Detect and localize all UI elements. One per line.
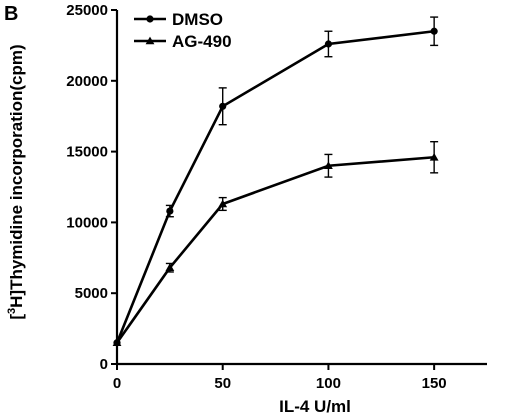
y-axis-title: [3H]Thymidine incorporation(cpm) (6, 44, 26, 319)
x-tick-label: 50 (214, 375, 231, 392)
series-ag-490 (112, 140, 439, 347)
data-point (219, 102, 227, 110)
data-point (324, 40, 333, 48)
legend-marker (146, 15, 154, 23)
legend-marker (145, 36, 155, 45)
legend-label: AG-490 (172, 32, 232, 51)
data-point (218, 199, 228, 208)
data-point (165, 263, 175, 272)
series-line (115, 155, 435, 344)
axes: 0 5000 10000 15000 20000 25000 0 50 100 150 (66, 2, 487, 392)
y-axis-title-prefix: [ (7, 314, 26, 320)
data-point (429, 152, 439, 161)
y-tick-label: 5000 (75, 285, 108, 302)
y-tick-label: 25000 (66, 2, 108, 19)
y-tick-label: 15000 (66, 144, 108, 161)
panel-label: B (4, 3, 18, 25)
x-tick-label: 0 (113, 375, 121, 392)
y-axis-title-rest: H]Thymidine incorporation(cpm) (7, 44, 26, 308)
data-point (112, 338, 122, 347)
legend: DMSO AG-490 (134, 10, 232, 51)
x-tick-label: 100 (316, 375, 341, 392)
series-dmso (113, 16, 439, 347)
x-tick-label: 150 (422, 375, 447, 392)
y-tick-label: 0 (100, 356, 108, 373)
legend-label: DMSO (172, 10, 223, 29)
y-tick-label: 10000 (66, 214, 108, 231)
y-axis-title-superscript: 3 (6, 308, 18, 314)
y-tick-label: 20000 (66, 73, 108, 90)
plot-series (112, 16, 439, 347)
series-line (115, 29, 435, 344)
data-point (430, 27, 438, 35)
x-axis-title: IL-4 U/ml (279, 397, 351, 416)
data-point (324, 161, 333, 170)
data-point (166, 207, 174, 215)
